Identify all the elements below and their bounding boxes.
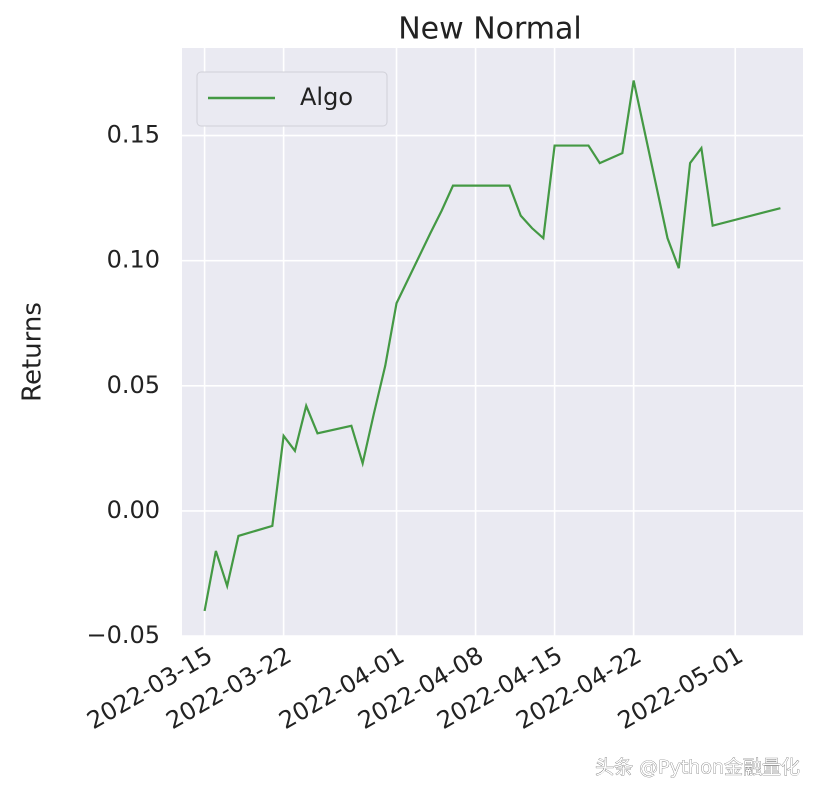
y-tick-label: 0.15 [107,121,160,149]
chart-title: New Normal [398,12,582,47]
y-tick-label: 0.05 [107,371,160,399]
watermark: 头条 @Python金融量化 [595,757,800,779]
y-tick-label: 0.00 [107,496,160,524]
grid [182,48,803,637]
marks [203,80,781,612]
line [203,80,781,612]
y-axis-label: Returns [18,302,48,402]
y-tick-label: −0.05 [86,621,160,649]
y-tick-label: 0.10 [107,246,160,274]
legend: Algo [196,71,388,127]
legend-label: Algo [300,83,353,111]
plot-area [182,48,803,636]
legend-box [196,71,388,127]
